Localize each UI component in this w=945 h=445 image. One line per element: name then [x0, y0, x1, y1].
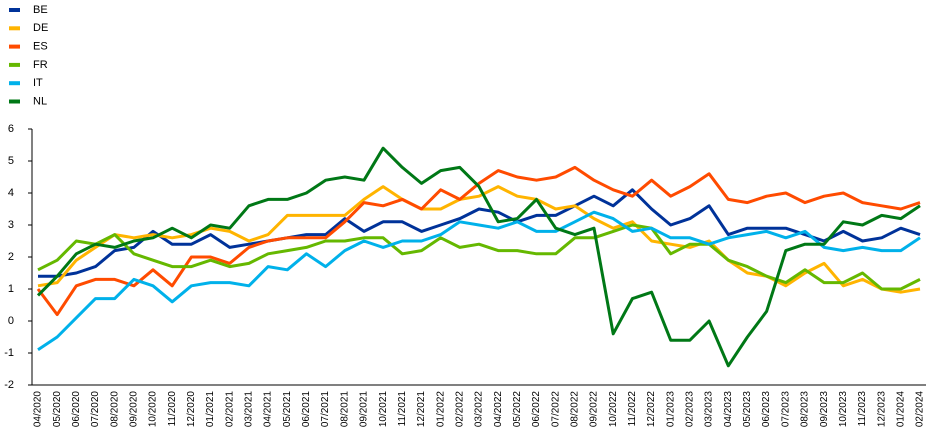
- x-tick-label: 10/2020: [148, 391, 159, 428]
- y-tick-label: 4: [8, 187, 14, 199]
- x-tick-label: 02/2024: [915, 391, 926, 428]
- x-tick-label: 02/2023: [685, 391, 696, 428]
- x-tick-label: 04/2023: [723, 391, 734, 428]
- x-tick-label: 09/2023: [819, 391, 830, 428]
- legend-label: IT: [33, 77, 43, 89]
- x-tick-label: 12/2023: [876, 391, 887, 428]
- x-tick-label: 01/2024: [895, 391, 906, 428]
- x-tick-label: 04/2022: [493, 391, 504, 428]
- x-tick-label: 05/2022: [512, 391, 523, 428]
- legend-label: ES: [33, 41, 48, 53]
- y-tick-label: 2: [8, 251, 14, 263]
- series-line: [37, 223, 921, 291]
- x-tick-label: 01/2021: [205, 391, 216, 428]
- legend-label: FR: [33, 59, 48, 71]
- y-tick-label: -2: [4, 379, 14, 391]
- y-tick-label: 1: [8, 283, 14, 295]
- x-tick-label: 06/2021: [301, 391, 312, 428]
- y-tick-label: 5: [8, 155, 14, 167]
- legend-label: DE: [33, 22, 48, 34]
- x-tick-label: 12/2021: [416, 391, 427, 428]
- series-line: [36, 146, 921, 368]
- x-tick-label: 02/2022: [454, 391, 465, 428]
- x-tick-label: 07/2022: [550, 391, 561, 428]
- x-tick-label: 10/2021: [378, 391, 389, 428]
- x-tick-label: 10/2022: [608, 391, 619, 428]
- x-tick-label: 05/2020: [52, 391, 63, 428]
- y-tick-label: 0: [8, 315, 14, 327]
- x-tick-label: 10/2023: [838, 391, 849, 428]
- x-tick-label: 05/2023: [742, 391, 753, 428]
- x-tick-label: 09/2022: [589, 391, 600, 428]
- legend-label: BE: [33, 4, 48, 16]
- x-tick-label: 05/2021: [282, 391, 293, 428]
- x-tick-label: 07/2020: [90, 391, 101, 428]
- x-tick-label: 06/2022: [531, 391, 542, 428]
- x-tick-label: 01/2022: [435, 391, 446, 428]
- x-tick-label: 11/2020: [167, 391, 178, 427]
- x-tick-label: 08/2021: [339, 391, 350, 428]
- x-tick-label: 06/2020: [71, 391, 82, 428]
- x-tick-label: 07/2023: [780, 391, 791, 428]
- x-tick-label: 03/2023: [704, 391, 715, 428]
- series-line: [37, 210, 921, 352]
- y-tick-label: 3: [8, 219, 14, 231]
- x-tick-label: 04/2021: [263, 391, 274, 428]
- series-line: [37, 185, 921, 294]
- x-tick-label: 09/2021: [359, 391, 370, 428]
- x-tick-label: 12/2020: [186, 391, 197, 428]
- y-tick-label: 6: [8, 123, 14, 135]
- x-tick-label: 11/2021: [397, 391, 408, 427]
- y-tick-label: -1: [4, 347, 14, 359]
- x-tick-label: 08/2022: [570, 391, 581, 428]
- x-tick-label: 03/2021: [244, 391, 255, 428]
- x-tick-label: 07/2021: [320, 391, 331, 428]
- x-tick-label: 06/2023: [761, 391, 772, 428]
- x-tick-label: 08/2020: [109, 391, 120, 428]
- x-tick-label: 02/2021: [224, 391, 235, 428]
- x-tick-label: 12/2022: [646, 391, 657, 428]
- x-tick-label: 11/2022: [627, 391, 638, 427]
- x-tick-label: 08/2023: [800, 391, 811, 428]
- x-tick-label: 03/2022: [474, 391, 485, 428]
- series-line: [38, 188, 921, 278]
- x-tick-label: 09/2020: [129, 391, 140, 428]
- legend-label: NL: [33, 95, 47, 107]
- x-tick-label: 04/2020: [33, 391, 44, 428]
- x-tick-label: 11/2023: [857, 391, 868, 427]
- x-tick-label: 01/2023: [665, 391, 676, 428]
